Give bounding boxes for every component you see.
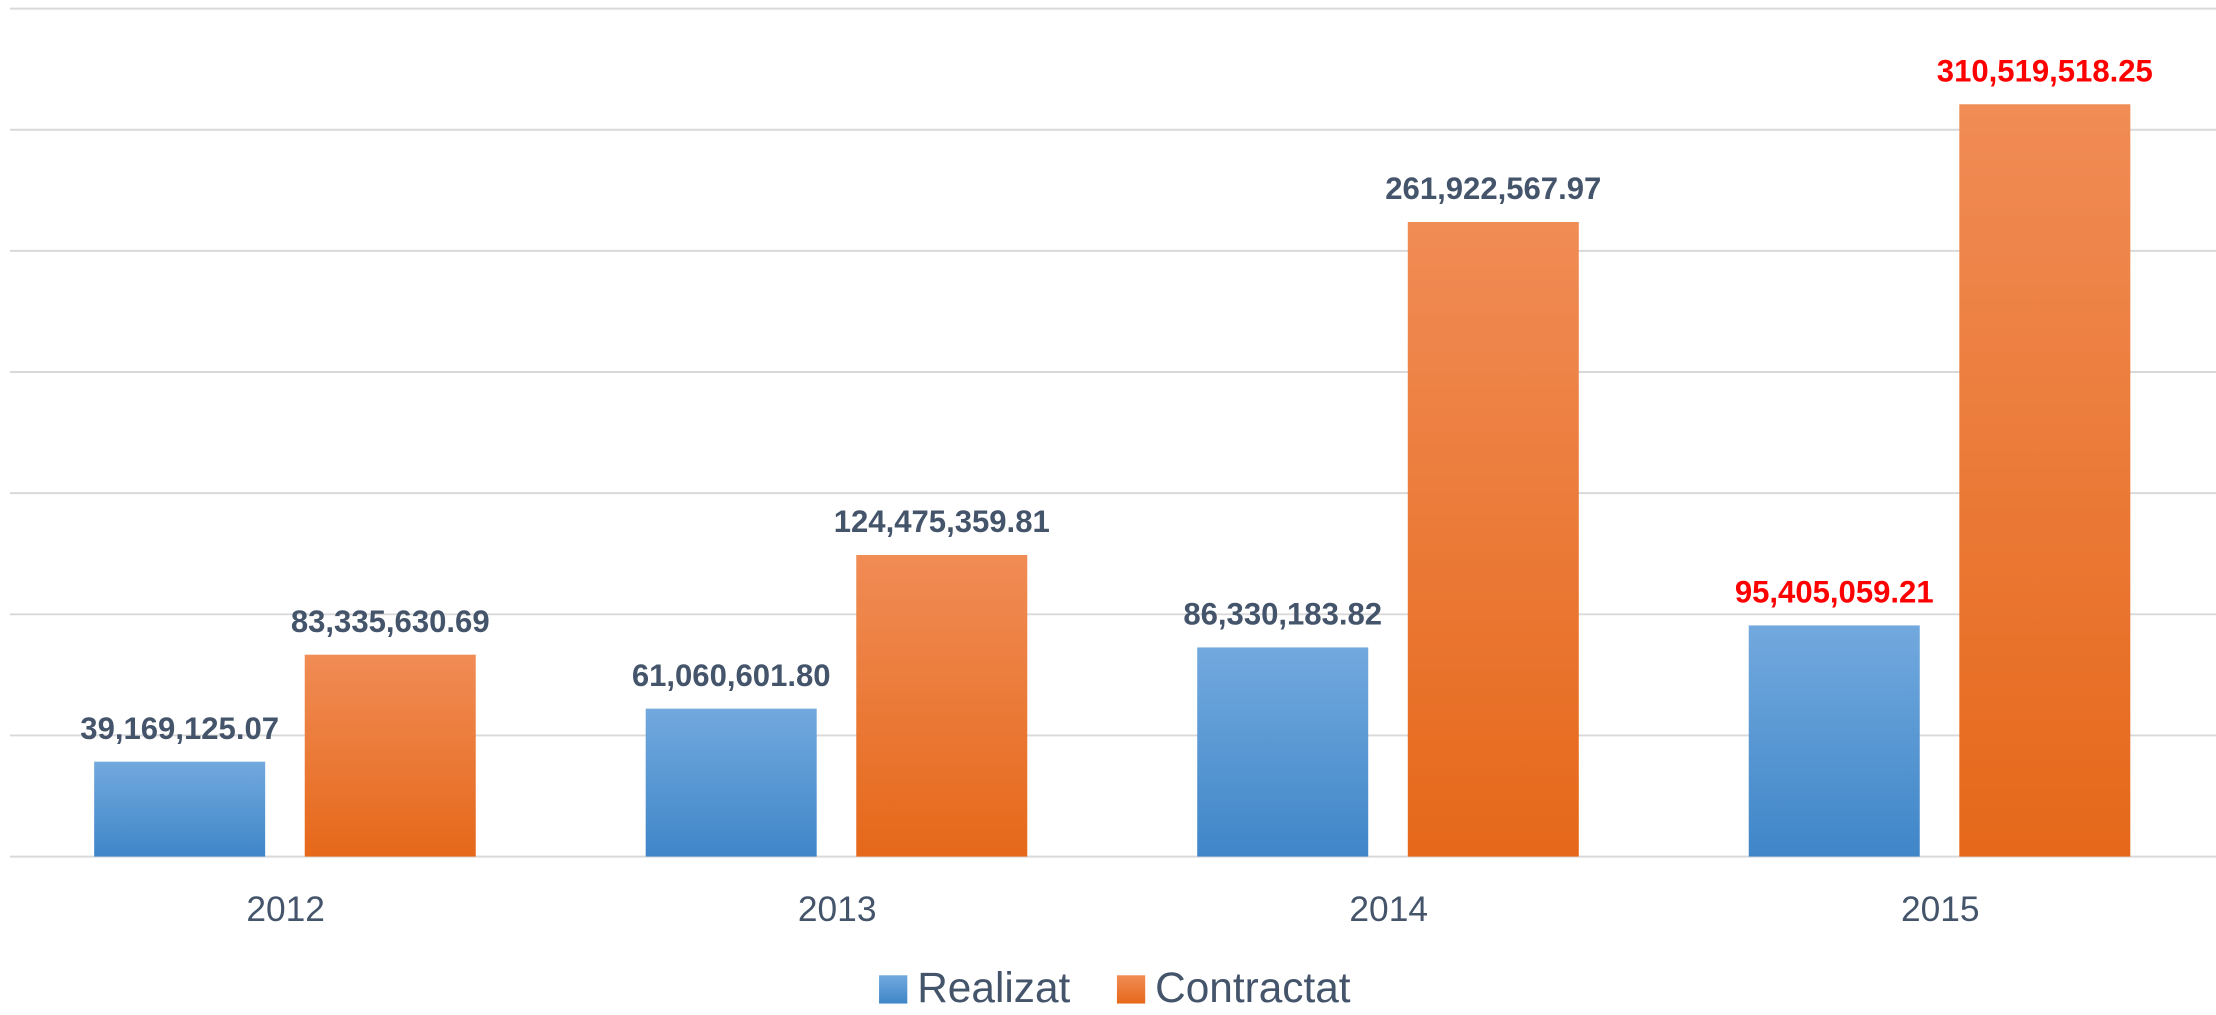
bar — [1748, 625, 1920, 857]
x-tick-label: 2015 — [1901, 890, 1980, 929]
bar — [645, 708, 817, 857]
data-label: 83,335,630.69 — [291, 604, 490, 639]
data-label: 95,405,059.21 — [1735, 575, 1934, 610]
legend-swatch — [879, 975, 908, 1004]
bar — [856, 555, 1028, 857]
x-tick-label: 2014 — [1349, 890, 1428, 929]
legend-label: Contractat — [1155, 964, 1351, 1011]
data-label: 61,060,601.80 — [632, 658, 831, 693]
data-label: 261,922,567.97 — [1385, 171, 1601, 206]
bar — [1407, 222, 1579, 857]
legend-label: Realizat — [917, 964, 1070, 1011]
data-label: 124,475,359.81 — [834, 504, 1050, 539]
bar — [304, 654, 476, 857]
data-label: 86,330,183.82 — [1183, 597, 1382, 632]
data-label: 39,169,125.07 — [80, 711, 279, 746]
x-tick-label: 2012 — [246, 890, 325, 929]
data-label: 310,519,518.25 — [1937, 53, 2153, 88]
bar — [1959, 104, 2131, 857]
bar — [94, 761, 266, 857]
legend-swatch — [1116, 975, 1146, 1004]
bar — [1197, 647, 1369, 857]
x-tick-label: 2013 — [798, 890, 877, 929]
